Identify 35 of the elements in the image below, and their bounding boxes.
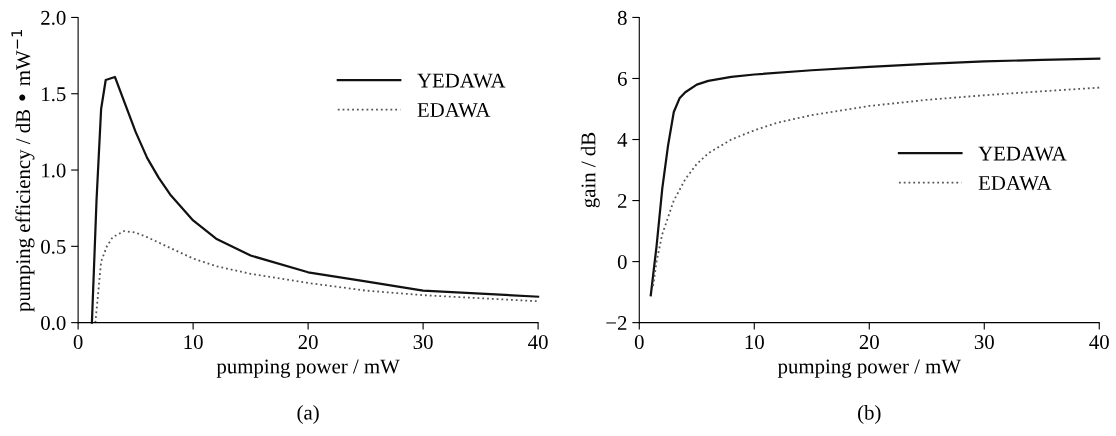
x-tick-label: 30: [974, 335, 994, 350]
y-axis-title: gain / dB: [580, 132, 600, 208]
x-tick-label: 40: [1089, 335, 1109, 350]
y-tick-label: 0.5: [41, 239, 66, 254]
x-tick-label: 10: [184, 335, 203, 350]
line-series: [90, 75, 540, 324]
x-tick-label: 40: [528, 335, 548, 350]
x-tick-label: 10: [745, 335, 764, 350]
text: (b): [858, 405, 881, 424]
x-tick-label: 20: [859, 335, 879, 350]
x-axis-title: pumping power / mW: [777, 359, 961, 378]
text: (a): [297, 405, 319, 424]
y-tick-label: 1.5: [42, 87, 66, 102]
y-tick-label: 1.0: [42, 163, 66, 178]
legend-label: EDAWA: [978, 176, 1052, 191]
y-axis-title: pumping efficiency / dB • mW$^{−1}$: [11, 30, 35, 312]
x-tick-label: 0: [73, 335, 83, 350]
legend-label: EDAWA: [417, 103, 491, 118]
line-series: [94, 230, 539, 324]
y-tick-label: 2: [617, 193, 627, 208]
x-tick-label: 30: [413, 335, 433, 350]
y-tick-label: 6: [617, 71, 627, 86]
legend-label: YEDAWA: [978, 146, 1067, 161]
x-tick-label: 20: [298, 335, 318, 350]
x-axis-title: pumping power / mW: [216, 359, 400, 378]
y-tick-label: 4: [617, 133, 628, 147]
y-tick-label: 0: [617, 254, 627, 270]
x-tick-label: 0: [634, 335, 644, 350]
legend-label: YEDAWA: [417, 73, 506, 88]
y-tick-label: 8: [617, 10, 627, 25]
line-series: [649, 57, 1101, 297]
y-tick-label: 0.0: [41, 316, 66, 331]
y-tick-label: −2: [606, 316, 627, 330]
line-series: [652, 86, 1101, 287]
y-tick-label: 2.0: [41, 10, 66, 25]
